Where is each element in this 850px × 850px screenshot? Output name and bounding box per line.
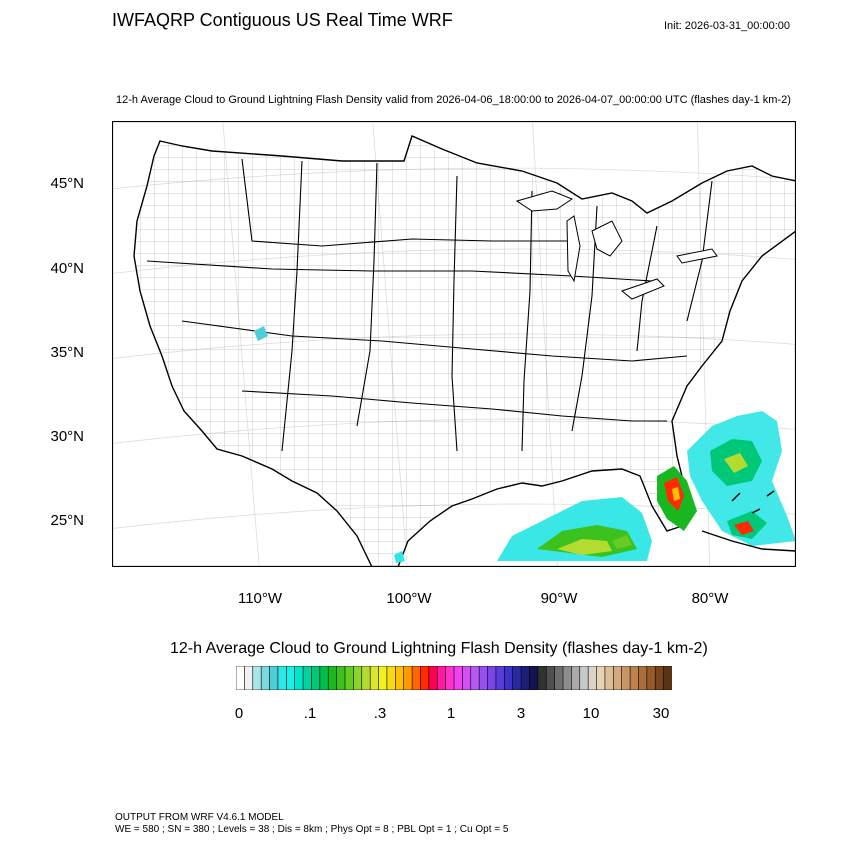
colorbar-swatch (562, 666, 572, 690)
colorbar-tick: 0 (234, 705, 244, 722)
colorbar-swatch (646, 666, 656, 690)
colorbar-swatch (420, 666, 430, 690)
colorbar-swatch (529, 666, 539, 690)
colorbar-swatch (286, 666, 296, 690)
model-info-line2: WE = 580 ; SN = 380 ; Levels = 38 ; Dis … (115, 824, 509, 835)
colorbar-swatch (596, 666, 606, 690)
colorbar-swatch (613, 666, 623, 690)
lightning-density-texas (394, 551, 405, 563)
colorbar-swatch (327, 666, 338, 690)
colorbar-swatch (638, 666, 648, 690)
colorbar-swatch (244, 666, 254, 690)
conus-landmass (133, 135, 796, 567)
lightning-density-utah (254, 326, 268, 341)
colorbar-tick: 10 (582, 705, 600, 722)
colorbar-swatch (252, 666, 262, 690)
colorbar-swatch (545, 666, 556, 690)
colorbar-swatch (361, 666, 371, 690)
colorbar-swatch (604, 666, 614, 690)
colorbar-swatch (470, 666, 480, 690)
lightning-density-gulf (497, 497, 652, 561)
colorbar-tick: 30 (652, 705, 670, 722)
colorbar-title: 12-h Average Cloud to Ground Lightning F… (170, 640, 708, 657)
colorbar-swatch (462, 666, 472, 690)
colorbar-tick: 3 (516, 705, 526, 722)
plot-title: IWFAQRP Contiguous US Real Time WRF (112, 10, 453, 30)
colorbar (236, 666, 672, 690)
colorbar-swatch (587, 666, 598, 690)
colorbar-swatch (236, 666, 245, 690)
colorbar-swatch (520, 666, 531, 690)
lon-label-90w: 90°W (540, 590, 578, 607)
colorbar-swatch (436, 666, 447, 690)
colorbar-swatch (336, 666, 346, 690)
colorbar-swatch (294, 666, 304, 690)
colorbar-swatch (571, 666, 581, 690)
colorbar-swatch (663, 666, 672, 690)
colorbar-swatch (495, 666, 505, 690)
colorbar-swatch (344, 666, 354, 690)
state-boundaries (146, 158, 713, 452)
colorbar-swatch (445, 666, 455, 690)
colorbar-swatch (378, 666, 388, 690)
colorbar-swatch (269, 666, 279, 690)
lon-label-100w: 100°W (386, 590, 432, 607)
lon-label-80w: 80°W (691, 590, 729, 607)
colorbar-swatch (260, 666, 271, 690)
colorbar-swatch (537, 666, 547, 690)
colorbar-swatch (369, 666, 380, 690)
caribbean-coast (701, 490, 796, 552)
colorbar-tick: .3 (373, 705, 387, 722)
colorbar-swatch (579, 666, 589, 690)
colorbar-tick: .1 (303, 705, 317, 722)
great-lakes (515, 190, 718, 300)
colorbar-swatch (319, 666, 329, 690)
map-border (112, 121, 796, 567)
colorbar-swatch (428, 666, 438, 690)
lon-label-110w: 110°W (237, 590, 283, 607)
colorbar-swatch (386, 666, 396, 690)
init-time: Init: 2026-03-31_00:00:00 (664, 20, 790, 32)
colorbar-swatch (403, 666, 413, 690)
colorbar-swatch (654, 666, 665, 690)
colorbar-swatch (621, 666, 631, 690)
lightning-density-atlantic (687, 411, 796, 546)
colorbar-swatch (302, 666, 313, 690)
lat-label-35: 35°N (50, 344, 84, 361)
lat-label-40: 40°N (50, 260, 84, 277)
colorbar-swatch (512, 666, 522, 690)
colorbar-swatch (353, 666, 363, 690)
conus-map (112, 121, 796, 567)
lat-label-30: 30°N (50, 428, 84, 445)
colorbar-swatch (629, 666, 640, 690)
colorbar-swatch (504, 666, 514, 690)
colorbar-swatch (453, 666, 463, 690)
colorbar-swatch (487, 666, 497, 690)
colorbar-tick: 1 (446, 705, 456, 722)
model-info-line1: OUTPUT FROM WRF V4.6.1 MODEL (115, 812, 284, 823)
field-subtitle: 12-h Average Cloud to Ground Lightning F… (116, 94, 791, 106)
colorbar-swatch (277, 666, 287, 690)
colorbar-swatch (411, 666, 422, 690)
colorbar-swatch (395, 666, 405, 690)
lat-label-45: 45°N (50, 175, 84, 192)
colorbar-swatch (311, 666, 321, 690)
lightning-density-florida (657, 466, 697, 531)
colorbar-swatch (478, 666, 489, 690)
colorbar-swatch (554, 666, 564, 690)
lat-label-25: 25°N (50, 512, 84, 529)
